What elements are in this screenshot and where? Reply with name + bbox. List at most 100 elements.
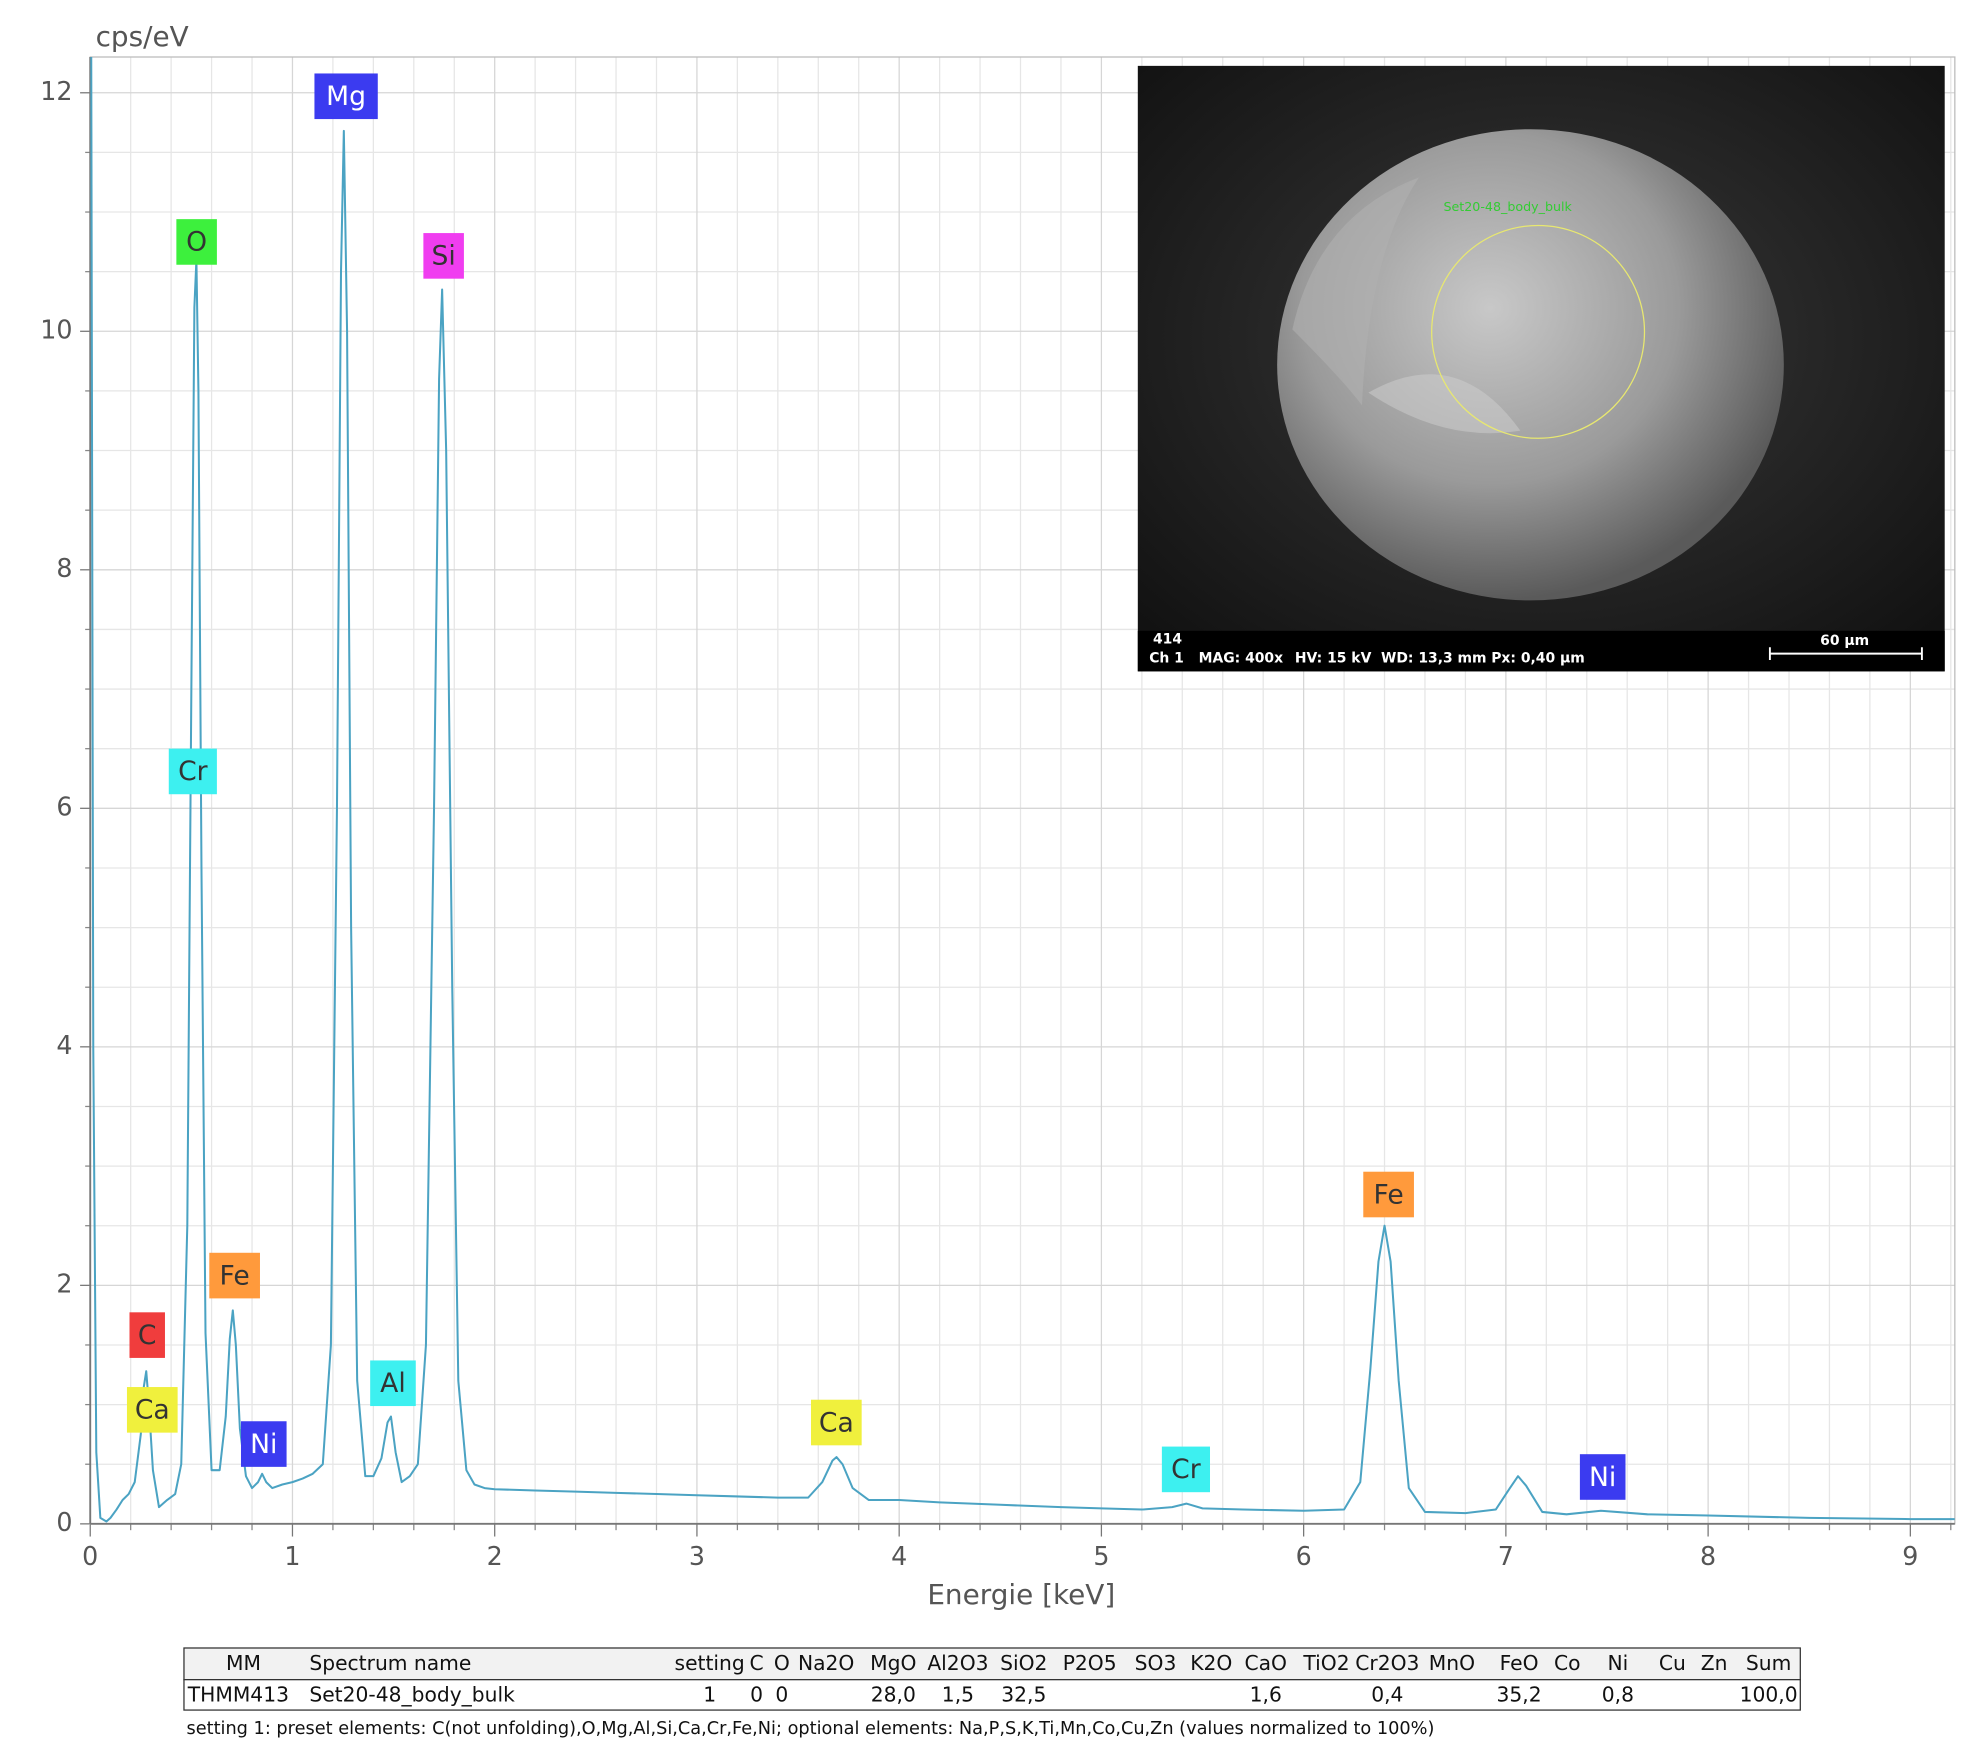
table-header: P2O5	[1063, 1651, 1117, 1675]
table-cell: 1,5	[942, 1683, 974, 1707]
grid	[89, 57, 1955, 1525]
element-label: Mg	[326, 81, 366, 112]
element-label: Ca	[819, 1407, 854, 1438]
element-label: Fe	[1374, 1179, 1404, 1210]
element-label: Al	[380, 1368, 406, 1399]
label-box	[240, 1421, 287, 1467]
x-tick-label: 0	[82, 1541, 98, 1571]
table-header: SO3	[1135, 1651, 1177, 1675]
x-tick-label: 1	[284, 1541, 300, 1571]
table-cell: Set20-48_body_bulk	[309, 1683, 515, 1707]
particle-texture	[1292, 177, 1420, 406]
element-label: Fe	[220, 1260, 250, 1291]
table-row	[183, 1679, 1801, 1711]
x-tick-label: 7	[1498, 1541, 1514, 1571]
y-axis-label: cps/eV	[96, 20, 189, 53]
annotations: Mg O Si Cr Fe C Ca Ni Al Ca Cr Fe Ni	[126, 73, 1626, 1500]
element-label: O	[186, 227, 207, 258]
element-label: Ni	[1589, 1462, 1616, 1493]
table-header: Co	[1554, 1651, 1581, 1675]
table-cell: 0,4	[1371, 1683, 1403, 1707]
x-tick-label: 8	[1700, 1541, 1716, 1571]
table-note: setting 1: preset elements: C(not unfold…	[187, 1719, 1435, 1739]
sem-channel: Ch 1	[1149, 651, 1184, 667]
table-cell: 35,2	[1497, 1683, 1542, 1707]
roi-label: Set20-48_body_bulk	[1443, 199, 1572, 214]
y-tick-label: 12	[40, 76, 72, 106]
table-header: SiO2	[1000, 1651, 1047, 1675]
label-box	[129, 1312, 165, 1358]
table-header: Cr2O3	[1355, 1651, 1419, 1675]
sem-id: 414	[1153, 632, 1182, 648]
element-label: Cr	[178, 756, 208, 787]
sem-mag: MAG: 400x	[1199, 651, 1284, 667]
element-label: Ca	[135, 1395, 170, 1426]
label-box	[370, 1360, 416, 1407]
plot	[90, 57, 1955, 1523]
x-tick-label: 6	[1296, 1541, 1312, 1571]
table-cell: 0	[750, 1683, 763, 1707]
y-tick-label: 4	[56, 1030, 72, 1060]
label-box	[209, 1252, 260, 1299]
label-box	[1161, 1446, 1211, 1493]
roi-circle	[1431, 224, 1646, 439]
x-tick-label: 9	[1902, 1541, 1918, 1571]
table-header: K2O	[1190, 1651, 1232, 1675]
x-tick-label: 5	[1093, 1541, 1109, 1571]
table: setting 1: preset elements: C(not unfold…	[183, 1647, 1801, 1739]
y-tick-label: 10	[40, 314, 72, 344]
info-bar	[1137, 630, 1945, 672]
label-box	[176, 219, 217, 265]
table-header: Zn	[1701, 1651, 1728, 1675]
table-header: MnO	[1429, 1651, 1475, 1675]
label-box	[1363, 1171, 1414, 1218]
table-cell: 100,0	[1740, 1683, 1798, 1707]
table-cell: THMM413	[187, 1683, 289, 1707]
table-header: C	[749, 1651, 763, 1675]
element-label: C	[138, 1320, 157, 1351]
x-tick-label: 3	[689, 1541, 705, 1571]
scale-bar	[1768, 647, 1923, 660]
table-header: Ni	[1608, 1651, 1629, 1675]
x-axis-label: Energie [keV]	[927, 1578, 1115, 1611]
spectrum-line	[90, 57, 1955, 1523]
table-header: CaO	[1244, 1651, 1287, 1675]
sem-inset: Set20-48_body_bulk 414 Ch 1 MAG: 400x HV…	[1137, 65, 1945, 672]
table-header: FeO	[1500, 1651, 1539, 1675]
label-box	[314, 73, 378, 120]
table-header: Cu	[1659, 1651, 1686, 1675]
label-box	[126, 1387, 178, 1433]
y-tick-label: 2	[56, 1268, 72, 1298]
element-label: Cr	[1171, 1454, 1201, 1485]
table-cell: 1	[703, 1683, 716, 1707]
x-tick-label: 2	[487, 1541, 503, 1571]
element-label: Ni	[250, 1429, 277, 1460]
table-header: Al2O3	[927, 1651, 988, 1675]
table-header: MgO	[870, 1651, 916, 1675]
y-tick-label: 6	[56, 791, 72, 821]
label-box	[810, 1399, 862, 1446]
sem-hv: HV: 15 kV	[1295, 651, 1372, 667]
y-tick-label: 0	[56, 1507, 72, 1537]
table-header: Spectrum name	[309, 1651, 471, 1675]
element-label: Si	[432, 241, 456, 272]
table-cell: 32,5	[1001, 1683, 1046, 1707]
table-header: O	[774, 1651, 790, 1675]
label-box	[423, 233, 464, 279]
table-header: setting	[675, 1651, 745, 1675]
table-cell: 0	[775, 1683, 788, 1707]
table-header: Sum	[1746, 1651, 1791, 1675]
particle	[1277, 129, 1784, 601]
label-box	[168, 748, 217, 795]
sem-px: Px: 0,40 µm	[1491, 651, 1585, 667]
label-box	[1579, 1454, 1626, 1500]
sem-wd: WD: 13,3 mm	[1381, 651, 1487, 667]
table-cell: 28,0	[871, 1683, 916, 1707]
particle-texture	[1368, 374, 1521, 434]
table-cell: 0,8	[1602, 1683, 1634, 1707]
table-cell: 1,6	[1250, 1683, 1282, 1707]
table-header: MM	[226, 1651, 261, 1675]
x-tick-label: 4	[891, 1541, 907, 1571]
table-header: Na2O	[798, 1651, 854, 1675]
